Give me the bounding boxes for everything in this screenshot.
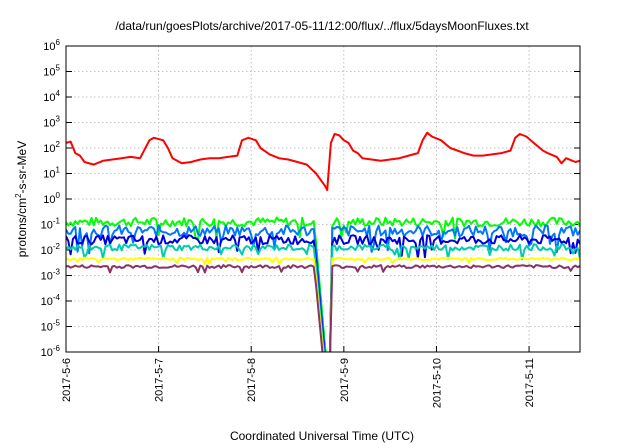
y-axis-label: protons/cm2-s-sr-MeV bbox=[14, 141, 29, 257]
y-tick-labels: 10-6 10-5 10-4 10-3 10-2 10-1 100 101 102 103 104 1… bbox=[41, 38, 61, 359]
x-tick-label: 2017-5-8 bbox=[246, 358, 258, 402]
x-tick-label: 2017-5-11 bbox=[524, 358, 536, 407]
series-line-7 bbox=[66, 264, 580, 352]
y-tick-label: 103 bbox=[43, 115, 60, 130]
y-tick-label: 102 bbox=[43, 140, 60, 155]
x-tick-label: 2017-5-6 bbox=[61, 358, 73, 402]
series-group bbox=[66, 131, 580, 352]
x-tick-label: 2017-5-10 bbox=[431, 358, 443, 408]
y-tick-label: 10-3 bbox=[41, 268, 61, 283]
x-axis-label: Coordinated Universal Time (UTC) bbox=[230, 429, 414, 443]
y-tick-label: 10-6 bbox=[41, 344, 61, 359]
y-tick-label: 10-5 bbox=[41, 319, 61, 334]
grid bbox=[65, 45, 580, 353]
x-tick-labels: 2017-5-6 2017-5-7 2017-5-8 2017-5-9 2017-5-1… bbox=[61, 358, 536, 408]
chart-title: /data/run/goesPlots/archive/2017-05-11/1… bbox=[115, 19, 529, 33]
y-tick-label: 104 bbox=[43, 89, 60, 104]
y-tick-label: 101 bbox=[43, 166, 60, 181]
series-line-6 bbox=[66, 256, 580, 352]
series-line-1 bbox=[66, 131, 580, 192]
x-tick-label: 2017-5-9 bbox=[339, 358, 351, 402]
y-tick-label: 106 bbox=[43, 38, 60, 53]
y-tick-label: 100 bbox=[43, 191, 60, 206]
y-tick-label: 10-1 bbox=[41, 217, 61, 232]
x-tick-label: 2017-5-7 bbox=[154, 358, 166, 402]
y-tick-label: 10-4 bbox=[41, 293, 61, 308]
plot-frame bbox=[65, 45, 581, 353]
y-tick-label: 10-2 bbox=[41, 242, 61, 257]
y-tick-label: 105 bbox=[43, 64, 60, 79]
